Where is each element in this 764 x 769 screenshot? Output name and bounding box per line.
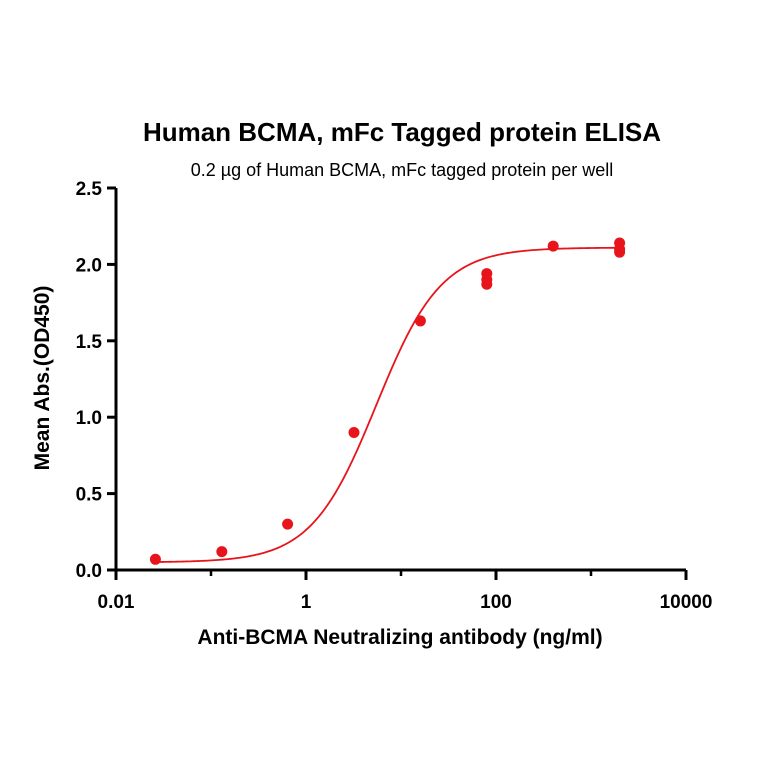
data-point (348, 426, 360, 438)
data-point (149, 553, 161, 565)
y-tick-label: 0.5 (76, 485, 103, 506)
y-tick-label: 1.0 (76, 408, 102, 429)
y-axis-label: Mean Abs.(OD450) (31, 286, 54, 471)
chart-title: Human BCMA, mFc Tagged protein ELISA (143, 117, 661, 147)
data-point (414, 315, 426, 327)
y-tick-label: 1.5 (76, 332, 103, 353)
data-point (481, 278, 493, 290)
data-point (547, 240, 559, 252)
chart-subtitle: 0.2 µg of Human BCMA, mFc tagged protein… (191, 160, 614, 180)
x-tick-label: 1 (301, 592, 312, 613)
axes: 0.0 0.5 1.0 1.5 2.0 2.5 0.01 1 100 10000 (76, 179, 713, 613)
data-point (614, 246, 626, 258)
y-tick-label: 2.5 (76, 179, 103, 200)
data-point (282, 518, 294, 530)
x-tick-label: 0.01 (98, 592, 135, 613)
fit-curve (155, 246, 620, 563)
x-tick-label: 10000 (660, 592, 713, 613)
data-point (216, 546, 228, 558)
x-axis-label: Anti-BCMA Neutralizing antibody (ng/ml) (197, 626, 602, 649)
y-tick-label: 0.0 (76, 561, 102, 582)
y-tick-label: 2.0 (76, 255, 102, 276)
x-tick-label: 100 (480, 592, 512, 613)
data-points-layer (149, 237, 626, 565)
fit-curve-layer (155, 246, 620, 563)
